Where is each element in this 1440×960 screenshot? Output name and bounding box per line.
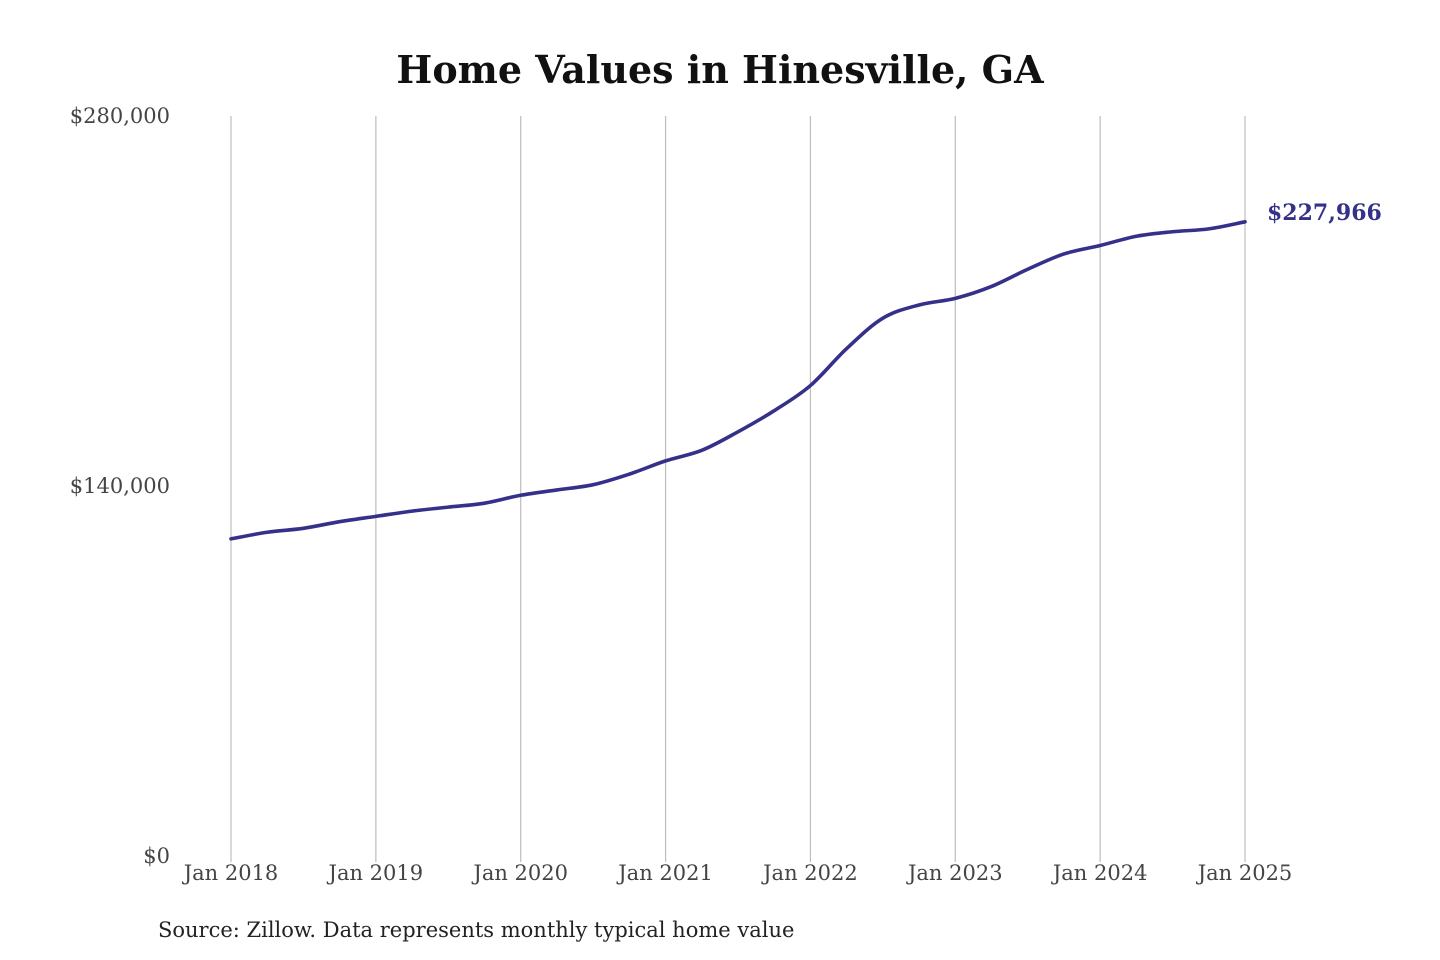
x-tick-label: Jan 2022 (761, 861, 858, 885)
series-line (229, 220, 1247, 541)
x-tick-label: Jan 2018 (182, 861, 279, 885)
x-axis-ticks: Jan 2018 Jan 2019 Jan 2020 Jan 2021 Jan 2022… (182, 861, 1293, 885)
x-tick-label: Jan 2021 (616, 861, 713, 885)
y-axis-ticks: $0 $140,000 $280,000 (70, 104, 170, 868)
x-tick-label: Jan 2019 (327, 861, 424, 885)
y-tick-label: $140,000 (70, 474, 170, 498)
y-tick-label: $0 (143, 844, 170, 868)
end-value-label: $227,966 (1267, 200, 1382, 226)
x-tick-label: Jan 2025 (1196, 861, 1293, 885)
x-tick-label: Jan 2023 (906, 861, 1003, 885)
x-tick-label: Jan 2024 (1051, 861, 1148, 885)
series-layer: $227,966 (229, 200, 1382, 541)
y-tick-label: $280,000 (70, 104, 170, 128)
gridlines (230, 116, 1246, 862)
source-note: Source: Zillow. Data represents monthly … (158, 918, 795, 942)
x-tick-label: Jan 2020 (471, 861, 568, 885)
chart-title: Home Values in Hinesville, GA (396, 47, 1044, 92)
